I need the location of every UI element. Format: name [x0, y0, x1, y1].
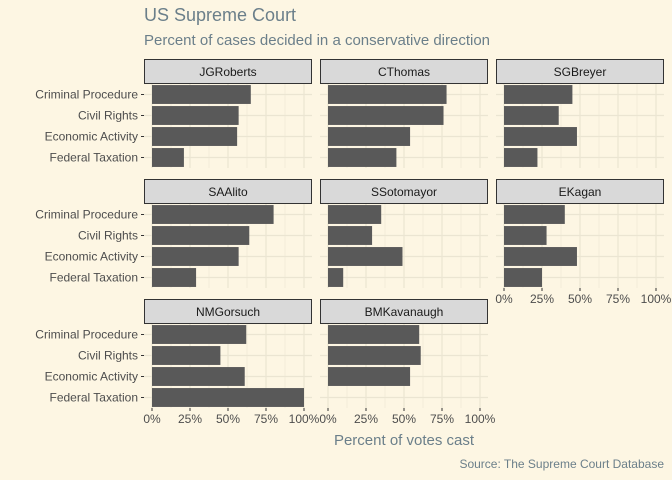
bar: [152, 268, 197, 287]
bar: [152, 367, 245, 386]
y-tick-label: Federal Taxation: [50, 391, 139, 405]
bar: [328, 247, 403, 266]
bar: [328, 226, 373, 245]
bar: [328, 127, 411, 146]
bar: [152, 325, 247, 344]
facet-strip-label: SSotomayor: [371, 185, 437, 199]
bar: [504, 226, 547, 245]
bar: [152, 127, 238, 146]
chart-title: US Supreme Court: [144, 5, 297, 25]
y-tick-label: Federal Taxation: [50, 271, 139, 285]
facet-strip: [320, 59, 488, 84]
bar: [328, 205, 382, 224]
x-tick-label: 0%: [319, 412, 337, 426]
y-tick-label: Civil Rights: [78, 109, 138, 123]
bar: [328, 85, 447, 104]
bar: [152, 226, 250, 245]
bar: [328, 367, 411, 386]
y-tick-label: Civil Rights: [78, 349, 138, 363]
bar: [152, 148, 184, 167]
x-tick-label: 25%: [530, 292, 554, 306]
facet-strip: [496, 59, 664, 84]
facet-strip-label: SGBreyer: [554, 65, 607, 79]
y-tick-label: Economic Activity: [45, 130, 138, 144]
bar: [504, 247, 577, 266]
bar: [504, 106, 559, 125]
bar: [152, 85, 251, 104]
bar: [504, 148, 538, 167]
facet-strip: [144, 299, 312, 324]
facet-strip-label: BMKavanaugh: [365, 305, 444, 319]
facet-strip: [496, 179, 664, 204]
facet-strip-label: CThomas: [378, 65, 430, 79]
y-tick-label: Federal Taxation: [50, 151, 139, 165]
facet-strip-label: NMGorsuch: [196, 305, 260, 319]
x-tick-label: 50%: [568, 292, 592, 306]
bar: [504, 268, 542, 287]
facet-strip-label: SAAlito: [208, 185, 248, 199]
facet-strip: [320, 179, 488, 204]
bar: [328, 148, 397, 167]
bar: [152, 388, 304, 407]
facet-strip-label: EKagan: [559, 185, 602, 199]
x-tick-label: 25%: [178, 412, 202, 426]
x-axis-label: Percent of votes cast: [333, 432, 475, 449]
y-tick-label: Criminal Procedure: [35, 328, 138, 342]
x-tick-label: 50%: [216, 412, 240, 426]
x-tick-label: 0%: [495, 292, 513, 306]
x-tick-label: 50%: [392, 412, 416, 426]
facet-strip: [144, 59, 312, 84]
x-tick-label: 75%: [430, 412, 454, 426]
y-tick-label: Criminal Procedure: [35, 208, 138, 222]
facet-strip: [320, 299, 488, 324]
facet-strip-label: JGRoberts: [199, 65, 256, 79]
bar: [152, 247, 239, 266]
bar: [328, 106, 444, 125]
bar: [152, 346, 221, 365]
bar: [504, 205, 565, 224]
chart-subtitle: Percent of cases decided in a conservati…: [144, 32, 491, 49]
x-tick-label: 100%: [289, 412, 320, 426]
x-tick-label: 100%: [465, 412, 496, 426]
x-tick-label: 25%: [354, 412, 378, 426]
x-tick-label: 0%: [143, 412, 161, 426]
y-tick-label: Criminal Procedure: [35, 88, 138, 102]
bar: [504, 85, 573, 104]
bar: [152, 106, 239, 125]
chart-caption: Source: The Supreme Court Database: [459, 457, 664, 471]
bar: [328, 268, 344, 287]
bar: [328, 346, 421, 365]
bar: [504, 127, 577, 146]
bar: [328, 325, 420, 344]
y-tick-label: Economic Activity: [45, 250, 138, 264]
x-tick-label: 75%: [254, 412, 278, 426]
facet-strip: [144, 179, 312, 204]
bar: [152, 205, 274, 224]
x-tick-label: 75%: [606, 292, 630, 306]
x-tick-label: 100%: [641, 292, 672, 306]
y-tick-label: Civil Rights: [78, 229, 138, 243]
y-tick-label: Economic Activity: [45, 370, 138, 384]
